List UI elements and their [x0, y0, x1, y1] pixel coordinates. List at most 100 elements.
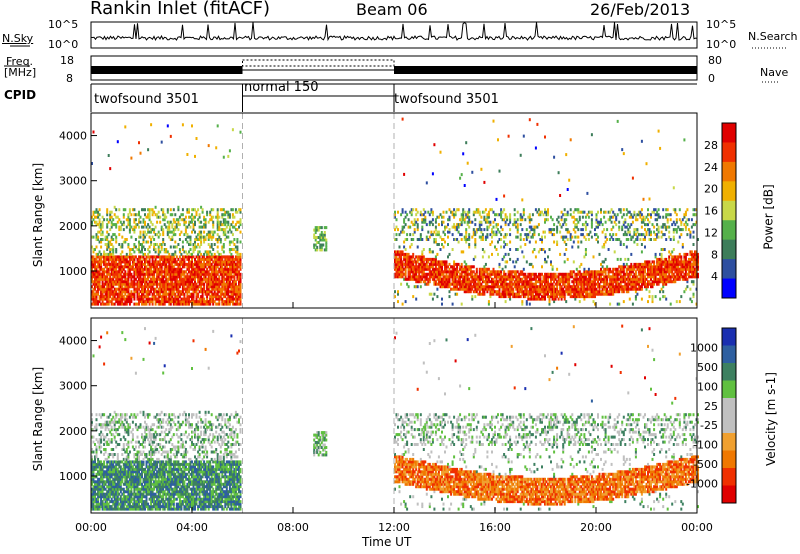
- power-cell: [428, 270, 431, 274]
- power-cell: [486, 218, 489, 222]
- power-cell: [141, 282, 143, 286]
- power-cell: [475, 277, 478, 281]
- power-cell: [478, 210, 481, 214]
- power-cell: [213, 285, 216, 289]
- nave-label: Nave: [760, 66, 789, 79]
- power-cell: [444, 225, 446, 229]
- power-cell: [512, 270, 515, 274]
- power-cell: [498, 295, 501, 299]
- power-cell: [156, 262, 159, 266]
- power-cell: [422, 220, 425, 224]
- power-cell: [489, 220, 492, 224]
- power-cell: [480, 277, 483, 281]
- power-cell: [210, 275, 213, 279]
- power-cell: [147, 292, 150, 296]
- power-cell: [104, 265, 107, 269]
- power-cell: [194, 245, 196, 249]
- power-cell: [224, 272, 227, 276]
- power-cell: [195, 265, 198, 269]
- power-cell: [169, 275, 172, 279]
- power-cell: [457, 225, 460, 229]
- power-cell: [400, 213, 403, 217]
- power-cell: [471, 272, 474, 276]
- power-cell: [94, 248, 96, 251]
- power-cell: [186, 257, 189, 261]
- power-cell: [177, 262, 180, 266]
- power-cell: [188, 302, 190, 306]
- power-cell: [468, 267, 471, 271]
- power-cell: [157, 297, 160, 301]
- power-cell: [547, 255, 549, 259]
- power-cell: [204, 292, 207, 296]
- power-cell: [415, 265, 418, 269]
- power-cell: [94, 262, 96, 266]
- power-cell: [144, 290, 146, 294]
- power-cell: [456, 292, 459, 296]
- power-cell: [466, 287, 469, 291]
- power-cell: [395, 262, 398, 266]
- power-cell: [106, 223, 109, 227]
- power-cell: [236, 267, 239, 271]
- power-cell: [207, 302, 210, 306]
- power-cell: [172, 260, 175, 264]
- power-cell: [497, 223, 499, 227]
- power-cell: [497, 272, 499, 276]
- power-cell: [145, 297, 148, 301]
- power-cell: [127, 290, 130, 294]
- power-cell: [188, 285, 190, 289]
- power-cell: [206, 292, 209, 296]
- power-cell: [466, 210, 469, 214]
- power-cell: [97, 235, 100, 239]
- power-cell: [188, 215, 190, 219]
- power-cell: [156, 265, 159, 269]
- power-cell: [466, 290, 469, 294]
- power-cell: [203, 302, 206, 306]
- power-cell: [118, 272, 121, 276]
- power-cell: [160, 280, 163, 284]
- power-cell: [431, 213, 434, 217]
- power-cell: [150, 123, 153, 127]
- power-cell: [480, 270, 483, 274]
- power-cell: [169, 280, 172, 284]
- power-cell: [189, 243, 192, 246]
- power-cell: [191, 265, 193, 269]
- power-cell: [475, 290, 478, 294]
- power-cell: [142, 208, 145, 212]
- power-cell: [424, 215, 427, 219]
- power-cell: [106, 243, 109, 246]
- power-cell: [188, 267, 190, 271]
- power-cell: [510, 290, 513, 294]
- power-cell: [501, 228, 504, 232]
- power-cell: [192, 290, 195, 294]
- power-cell: [230, 272, 233, 276]
- power-cell: [233, 282, 236, 286]
- power-cell: [206, 290, 209, 294]
- power-cell: [475, 270, 478, 274]
- power-cell: [469, 280, 472, 284]
- power-cell: [431, 218, 434, 222]
- power-cell: [131, 262, 134, 266]
- power-cell: [394, 252, 396, 256]
- power-cell: [483, 290, 486, 294]
- power-cell: [130, 272, 133, 276]
- power-cell: [550, 260, 552, 264]
- power-cell: [590, 218, 593, 222]
- power-cell: [207, 235, 210, 239]
- power-cell: [142, 270, 145, 274]
- power-cell: [109, 267, 112, 271]
- power-cell: [462, 287, 465, 291]
- power-cell: [103, 257, 106, 261]
- power-cell: [424, 262, 427, 266]
- power-cell: [410, 260, 413, 264]
- power-cell: [589, 230, 592, 234]
- power-cell: [459, 287, 462, 291]
- power-cell: [468, 290, 471, 294]
- power-cell: [148, 218, 151, 222]
- power-cell: [113, 223, 116, 227]
- power-cell: [239, 290, 242, 294]
- power-cell: [212, 260, 215, 264]
- power-cell: [150, 287, 153, 291]
- power-cell: [195, 302, 198, 306]
- power-cell: [468, 272, 471, 276]
- power-cell: [183, 280, 186, 284]
